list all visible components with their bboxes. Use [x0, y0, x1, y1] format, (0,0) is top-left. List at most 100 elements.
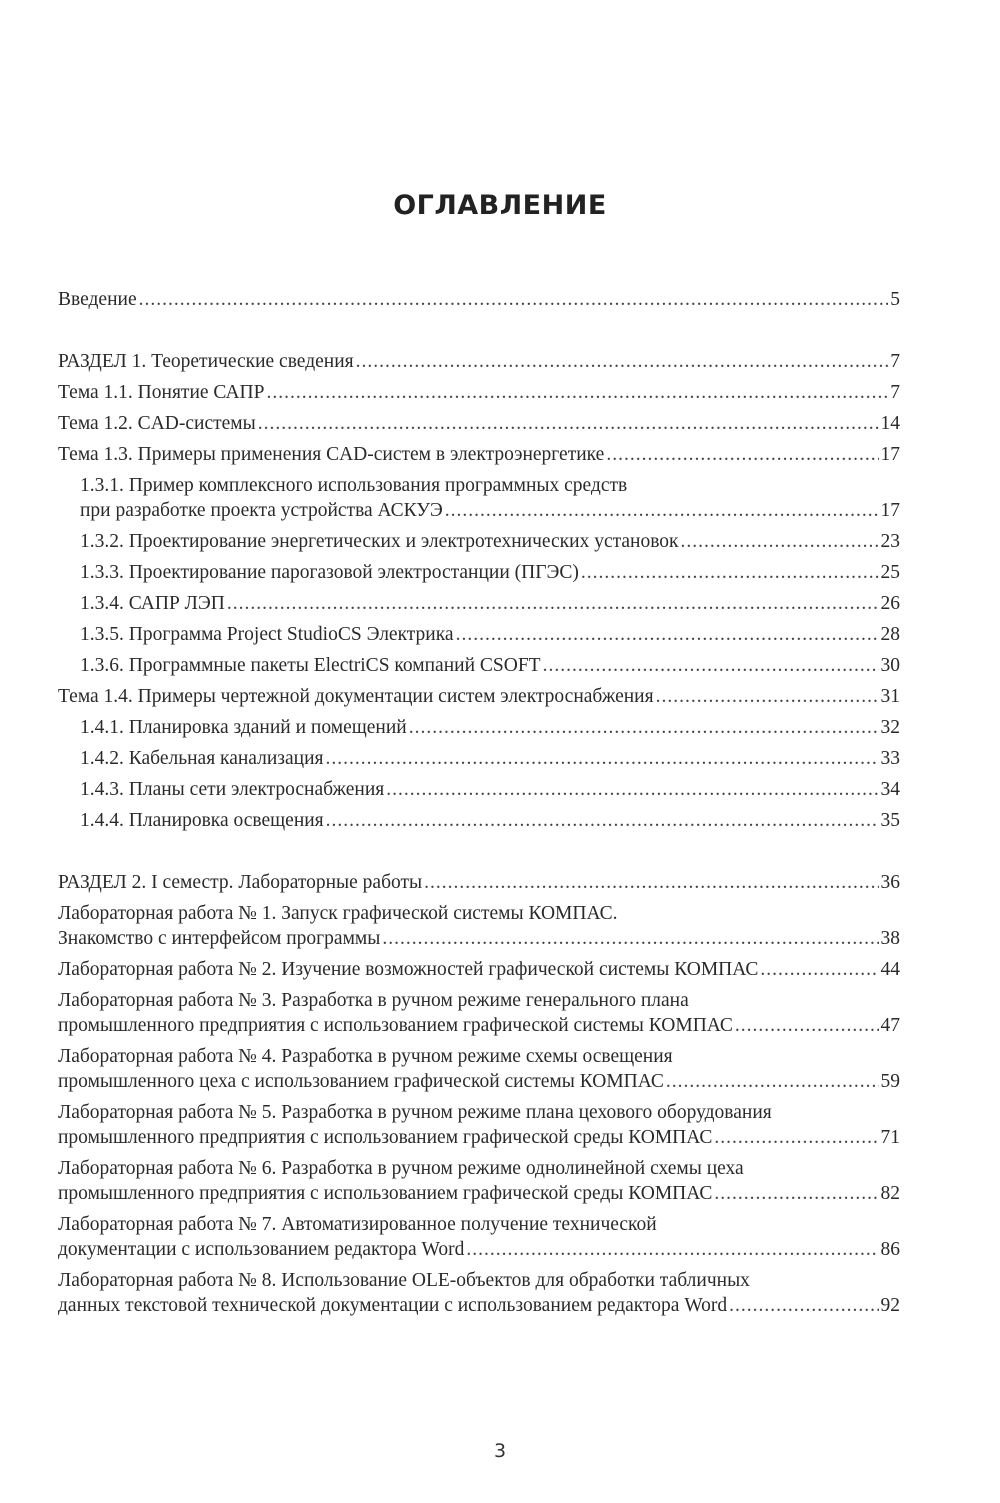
- toc-entry-line-with-leader: документации с использованием редактора …: [58, 1237, 900, 1262]
- dot-leader: [543, 653, 879, 678]
- toc-page-number: 36: [880, 872, 901, 893]
- toc-entry-title: 1.3.4. САПР ЛЭП: [80, 593, 225, 614]
- toc-entry[interactable]: Тема 1.3. Примеры применения CAD-систем …: [58, 439, 900, 470]
- dot-leader: [266, 380, 888, 405]
- toc-page-number: 14: [880, 413, 901, 434]
- toc-entry-line-with-leader: Тема 1.1. Понятие САПР 7: [58, 380, 900, 405]
- toc-entry-line-with-leader: 1.3.2. Проектирование энергетических и э…: [80, 529, 900, 554]
- toc-entry[interactable]: Лабораторная работа № 7. Автоматизирован…: [58, 1209, 900, 1265]
- toc-entry[interactable]: Лабораторная работа № 5. Разработка в ру…: [58, 1097, 900, 1153]
- toc-entry-title: промышленного предприятия с использовани…: [58, 1127, 713, 1148]
- toc-entry-title: Лабораторная работа № 6. Разработка в ру…: [58, 1158, 744, 1179]
- toc-entry[interactable]: Тема 1.2. CAD-системы 14: [58, 408, 900, 439]
- toc-entry[interactable]: Тема 1.1. Понятие САПР 7: [58, 377, 900, 408]
- toc-entry-line: Лабораторная работа № 1. Запуск графичес…: [58, 901, 900, 926]
- toc-entry-line-with-leader: Введение 5: [58, 287, 900, 312]
- toc-entry-line-with-leader: Знакомство с интерфейсом программы 38: [58, 926, 900, 951]
- dot-leader: [656, 684, 879, 709]
- dot-leader: [456, 622, 879, 647]
- dot-leader: [139, 287, 889, 312]
- toc-entry-line-with-leader: промышленного предприятия с использовани…: [58, 1013, 900, 1038]
- toc-entry[interactable]: Лабораторная работа № 6. Разработка в ру…: [58, 1153, 900, 1209]
- toc-entry-line-with-leader: данных текстовой технической документаци…: [58, 1293, 900, 1318]
- toc-page-number: 7: [890, 351, 900, 372]
- toc-entry-title: промышленного цеха с использованием граф…: [58, 1071, 664, 1092]
- toc-entry-title: промышленного предприятия с использовани…: [58, 1015, 733, 1036]
- toc-entry[interactable]: Тема 1.4. Примеры чертежной документации…: [58, 681, 900, 712]
- dot-leader: [714, 1181, 878, 1206]
- toc-entry[interactable]: РАЗДЕЛ 2. I семестр. Лабораторные работы…: [58, 867, 900, 898]
- toc-entry[interactable]: Лабораторная работа № 8. Использование O…: [58, 1265, 900, 1321]
- toc-entry[interactable]: Введение 5: [58, 284, 900, 315]
- dot-leader: [606, 442, 878, 467]
- toc-entry[interactable]: 1.4.4. Планировка освещения 35: [58, 805, 900, 836]
- dot-leader: [356, 349, 889, 374]
- toc-page-number: 38: [880, 928, 901, 949]
- toc-entry-title: Лабораторная работа № 7. Автоматизирован…: [58, 1214, 657, 1235]
- toc-page-number: 44: [880, 959, 901, 980]
- dot-leader: [409, 715, 879, 740]
- toc-page-number: 35: [880, 810, 901, 831]
- dot-leader: [382, 926, 878, 951]
- toc-page-number: 32: [880, 717, 901, 738]
- toc-entry-title: Тема 1.1. Понятие САПР: [58, 382, 265, 403]
- toc-entry[interactable]: 1.4.1. Планировка зданий и помещений 32: [58, 712, 900, 743]
- toc-entry-title: 1.4.2. Кабельная канализация: [80, 748, 324, 769]
- toc-entry-line-with-leader: РАЗДЕЛ 1. Теоретические сведения 7: [58, 349, 900, 374]
- dot-leader: [581, 560, 879, 585]
- toc-entry[interactable]: 1.3.4. САПР ЛЭП 26: [58, 588, 900, 619]
- toc-entry-line: Лабораторная работа № 8. Использование O…: [58, 1268, 900, 1293]
- toc-entry-line-with-leader: промышленного предприятия с использовани…: [58, 1125, 900, 1150]
- toc-page-number: 23: [880, 531, 901, 552]
- toc-page-number: 34: [880, 779, 901, 800]
- toc-entry[interactable]: Лабораторная работа № 4. Разработка в ру…: [58, 1041, 900, 1097]
- toc-entry-line-with-leader: 1.4.1. Планировка зданий и помещений 32: [80, 715, 900, 740]
- dot-leader: [424, 870, 878, 895]
- toc-entry[interactable]: 1.3.6. Программные пакеты ElectriCS комп…: [58, 650, 900, 681]
- dot-leader: [666, 1069, 879, 1094]
- toc-entry[interactable]: Лабораторная работа № 3. Разработка в ру…: [58, 985, 900, 1041]
- toc-entry[interactable]: 1.4.3. Планы сети электроснабжения 34: [58, 774, 900, 805]
- toc-entry[interactable]: 1.3.5. Программа Project StudioCS Электр…: [58, 619, 900, 650]
- toc-entry-title: 1.4.1. Планировка зданий и помещений: [80, 717, 407, 738]
- toc-entry-title: промышленного предприятия с использовани…: [58, 1183, 713, 1204]
- dot-leader: [386, 777, 878, 802]
- dot-leader: [258, 411, 879, 436]
- toc-entry-title: 1.4.3. Планы сети электроснабжения: [80, 779, 385, 800]
- toc-entry-line-with-leader: при разработке проекта устройства АСКУЭ 1…: [80, 498, 900, 523]
- toc-entry[interactable]: 1.3.2. Проектирование энергетических и э…: [58, 526, 900, 557]
- toc-page-number: 33: [880, 748, 901, 769]
- toc-entry-title: 1.3.1. Пример комплексного использования…: [80, 475, 628, 496]
- toc-entry-line: Лабораторная работа № 6. Разработка в ру…: [58, 1156, 900, 1181]
- toc-entry-title: данных текстовой технической документаци…: [58, 1295, 728, 1316]
- toc-entry-title: 1.4.4. Планировка освещения: [80, 810, 324, 831]
- toc-entry[interactable]: 1.3.1. Пример комплексного использования…: [58, 470, 900, 526]
- toc-page-number: 28: [880, 624, 901, 645]
- toc-page-number: 17: [880, 444, 901, 465]
- toc-entry-title: Лабораторная работа № 2. Изучение возмож…: [58, 959, 759, 980]
- toc-entry-line-with-leader: 1.3.5. Программа Project StudioCS Электр…: [80, 622, 900, 647]
- toc-entry-title: Лабораторная работа № 5. Разработка в ру…: [58, 1102, 772, 1123]
- toc-entry[interactable]: 1.4.2. Кабельная канализация 33: [58, 743, 900, 774]
- toc-entry-line-with-leader: 1.3.3. Проектирование парогазовой электр…: [80, 560, 900, 585]
- toc-entry-title: Тема 1.2. CAD-системы: [58, 413, 256, 434]
- toc-entry-line-with-leader: 1.4.2. Кабельная канализация 33: [80, 746, 900, 771]
- toc-entry[interactable]: РАЗДЕЛ 1. Теоретические сведения 7: [58, 346, 900, 377]
- toc-entry-line-with-leader: 1.4.3. Планы сети электроснабжения 34: [80, 777, 900, 802]
- toc-page-number: 82: [880, 1183, 901, 1204]
- toc-entry[interactable]: 1.3.3. Проектирование парогазовой электр…: [58, 557, 900, 588]
- toc-page-number: 26: [880, 593, 901, 614]
- toc-page-number: 7: [890, 382, 900, 403]
- toc-entry-title: 1.3.5. Программа Project StudioCS Электр…: [80, 624, 454, 645]
- toc-entry-title: 1.3.3. Проектирование парогазовой электр…: [80, 562, 579, 583]
- toc-entry-line-with-leader: РАЗДЕЛ 2. I семестр. Лабораторные работы…: [58, 870, 900, 895]
- toc-page-number: 25: [880, 562, 901, 583]
- toc-entry-line-with-leader: Тема 1.4. Примеры чертежной документации…: [58, 684, 900, 709]
- toc-entry[interactable]: Лабораторная работа № 2. Изучение возмож…: [58, 954, 900, 985]
- toc-entry-line-with-leader: 1.3.4. САПР ЛЭП 26: [80, 591, 900, 616]
- dot-leader: [735, 1013, 879, 1038]
- dot-leader: [445, 498, 879, 523]
- page-number: 3: [493, 1440, 507, 1462]
- toc-entry-line-with-leader: Тема 1.3. Примеры применения CAD-систем …: [58, 442, 900, 467]
- toc-entry[interactable]: Лабораторная работа № 1. Запуск графичес…: [58, 898, 900, 954]
